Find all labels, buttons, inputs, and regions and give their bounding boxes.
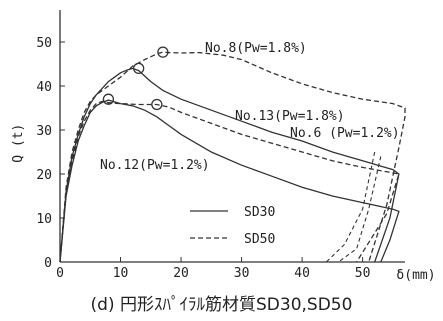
y-axis-label: Q (t) — [11, 124, 26, 163]
y-tick-label: 40 — [36, 80, 52, 95]
peak-marker — [157, 46, 169, 58]
x-tick-label: 10 — [113, 266, 129, 281]
series-line — [59, 99, 400, 263]
legend: SD30 SD50 — [190, 205, 275, 247]
series-line — [59, 67, 400, 263]
series-line — [59, 100, 400, 263]
series-annotation: No.6 (Pw=1.2%) — [290, 126, 400, 141]
axes — [59, 10, 405, 263]
peak-markers — [102, 46, 169, 111]
x-tick-label: 20 — [173, 266, 189, 281]
unloading-line — [325, 151, 376, 263]
x-axis-label: δ(mm) — [396, 268, 435, 283]
x-tick-label: 50 — [355, 266, 371, 281]
legend-label: SD50 — [244, 232, 275, 247]
y-tick-label: 50 — [36, 36, 52, 51]
y-tick-label: 20 — [36, 168, 52, 183]
ticks: 0 10 20 30 40 50 0 10 20 30 40 50 δ(mm) Q (t) — [11, 36, 436, 283]
chart-caption: (d) 円形ｽﾊﾟｲﾗﾙ筋材質SD30,SD50 — [90, 295, 353, 315]
series-line — [59, 51, 406, 263]
unloading-line — [338, 156, 382, 263]
y-tick-label: 30 — [36, 124, 52, 139]
y-tick-label: 10 — [36, 212, 52, 227]
x-tick-label: 30 — [234, 266, 250, 281]
series-annotation: No.12(Pw=1.2%) — [100, 158, 210, 173]
series-annotation: No.8(Pw=1.8%) — [205, 41, 307, 56]
series-annotation: No.13(Pw=1.8%) — [235, 109, 345, 124]
y-tick-label: 0 — [44, 256, 52, 271]
x-tick-label: 0 — [56, 266, 64, 281]
legend-label: SD30 — [244, 205, 275, 220]
annotations: No.8(Pw=1.8%) No.13(Pw=1.8%) No.6 (Pw=1.2%… — [100, 41, 400, 173]
series-layer — [59, 51, 406, 263]
peak-marker — [102, 93, 115, 105]
peak-marker — [133, 62, 145, 75]
x-tick-label: 40 — [294, 266, 310, 281]
peak-marker — [151, 98, 163, 111]
